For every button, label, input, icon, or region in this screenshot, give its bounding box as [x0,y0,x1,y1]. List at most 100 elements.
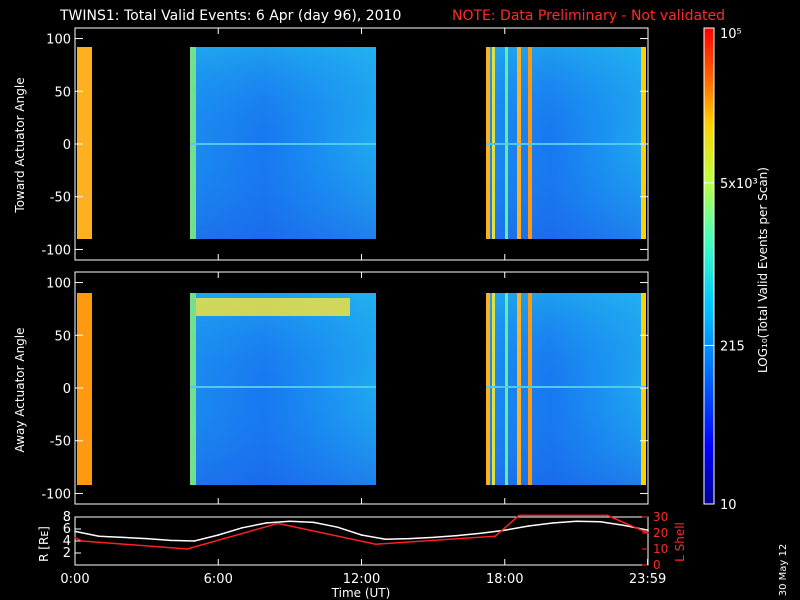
bottom-left-tick-label: 4 [63,534,71,549]
bottom-right-tick-label: 20 [653,526,668,540]
series-point-0 [575,520,578,522]
series-point-1 [74,537,76,539]
middle-y-tick-label: 0 [63,382,71,397]
series-point-0 [312,521,315,524]
middle-band-5 [528,293,532,485]
middle-panel: 100 50 0 -50 -100 Away Actuator Angle [13,271,649,505]
middle-band-6 [641,293,646,485]
series-point-0 [336,526,339,528]
middle-band-3 [505,293,508,485]
middle-segment-mid-shade [190,293,376,485]
series-point-1 [647,532,649,534]
bottom-right-tick-label: 10 [653,542,668,556]
bottom-x-tick-label: 18:00 [486,572,523,587]
series-point-1 [606,514,609,517]
series-point-0 [623,524,625,527]
top-zero-line [190,143,376,145]
middle-band-2 [492,293,495,485]
bottom-series [74,514,649,550]
series-point-0 [480,532,482,534]
series-point-0 [432,536,434,539]
bottom-left-tick-label: 2 [63,546,71,561]
middle-y-label: Away Actuator Angle [13,327,27,452]
series-point-1 [518,514,520,517]
middle-band-4 [517,293,521,485]
bottom-right-axis: 30 20 10 0 [642,510,668,572]
middle-y-tick-label: 50 [54,329,71,344]
colorbar-tick-label: 10⁵ [720,27,742,42]
top-heatmap-data [77,47,646,239]
series-point-1 [375,543,377,545]
colorbar-tick-label: 10 [720,498,737,513]
colorbar-tick-label: 215 [720,339,745,354]
bottom-x-tick-label: 6:00 [204,572,233,587]
bottom-x-tick-label: 12:00 [343,572,380,587]
top-y-axis: 100 50 0 -50 -100 [41,28,649,260]
bottom-x-tick-label: 23:59 [629,572,666,587]
series-point-0 [384,538,387,540]
series-point-0 [145,537,148,540]
series-point-0 [74,530,76,533]
colorbar-label: LOG₁₀(Total Valid Events per Scan) [756,167,770,373]
series-point-0 [456,534,458,537]
middle-y-tick-label: -50 [50,435,71,450]
series-point-0 [241,527,243,529]
series-point-0 [527,525,530,527]
top-y-tick-label: 0 [63,138,71,153]
top-panel: 100 50 0 -50 -100 Toward Actuator Angle [13,27,649,261]
top-zero-line-late [486,143,646,145]
bottom-right-y-label: L Shell [673,522,687,562]
top-y-label: Toward Actuator Angle [13,77,27,213]
bottom-x-tick-label: 0:00 [60,572,89,587]
middle-heatmap-data [77,293,646,485]
series-point-1 [186,548,189,550]
bottom-x-axis: 0:00 6:00 12:00 18:00 23:59 [60,559,666,587]
bottom-left-tick-label: 8 [63,510,71,525]
middle-y-tick-label: -100 [41,487,71,502]
colorbar: 10⁵ 5x10³ 215 10 LOG₁₀(Total Valid Events p… [703,27,770,513]
x-axis-label: Time (UT) [331,586,391,600]
middle-y-axis: 100 50 0 -50 -100 [41,272,649,504]
colorbar-gradient [703,27,715,505]
series-point-0 [169,539,172,542]
series-point-0 [408,537,411,540]
series-point-1 [277,522,279,525]
series-point-0 [121,536,124,539]
middle-segment-early [77,293,92,485]
series-point-0 [98,535,100,537]
series-point-0 [193,540,196,542]
series-point-0 [599,521,602,523]
top-y-tick-label: -100 [41,243,71,258]
colorbar-ticks: 10⁵ 5x10³ 215 10 [704,27,758,513]
series-point-0 [265,522,267,524]
series-point-0 [289,520,291,522]
middle-zero-line-late [486,386,646,388]
series-point-0 [647,529,649,531]
series-point-0 [360,534,363,536]
series-point-0 [551,522,554,524]
top-y-tick-label: -50 [50,191,71,206]
date-stamp: 30 May 12 [778,544,789,596]
top-y-tick-label: 100 [46,33,71,48]
bottom-left-tick-label: 6 [63,522,71,537]
top-y-tick-label: 50 [54,85,71,100]
middle-segment-late-shade [486,293,646,485]
middle-zero-line [190,386,376,388]
series-point-1 [81,540,83,542]
chart-title: TWINS1: Total Valid Events: 6 Apr (day 9… [59,8,401,24]
colorbar-tick-label: 5x10³ [720,177,758,192]
bottom-right-tick-label: 30 [653,510,668,524]
bottom-left-y-label: R [Rᴇ] [37,526,51,562]
middle-band-1 [486,293,490,485]
middle-yellow-band [190,298,350,316]
series-point-0 [217,534,220,536]
middle-segment-mid-edge [190,293,196,485]
middle-y-tick-label: 100 [46,277,71,292]
top-segment-early [77,47,92,239]
series-point-0 [503,529,506,531]
bottom-right-tick-label: 0 [653,558,661,572]
preliminary-note: NOTE: Data Preliminary - Not validated [452,8,725,24]
